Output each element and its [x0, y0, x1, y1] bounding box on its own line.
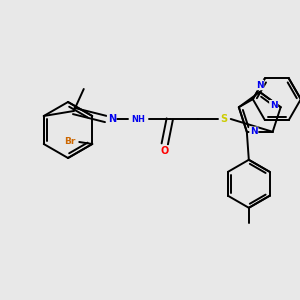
- Text: O: O: [160, 146, 169, 156]
- Text: Br: Br: [64, 137, 76, 146]
- Text: N: N: [256, 80, 264, 89]
- Text: NH: NH: [131, 115, 145, 124]
- Text: N: N: [270, 101, 278, 110]
- Text: N: N: [250, 127, 258, 136]
- Text: S: S: [220, 114, 227, 124]
- Text: N: N: [108, 114, 116, 124]
